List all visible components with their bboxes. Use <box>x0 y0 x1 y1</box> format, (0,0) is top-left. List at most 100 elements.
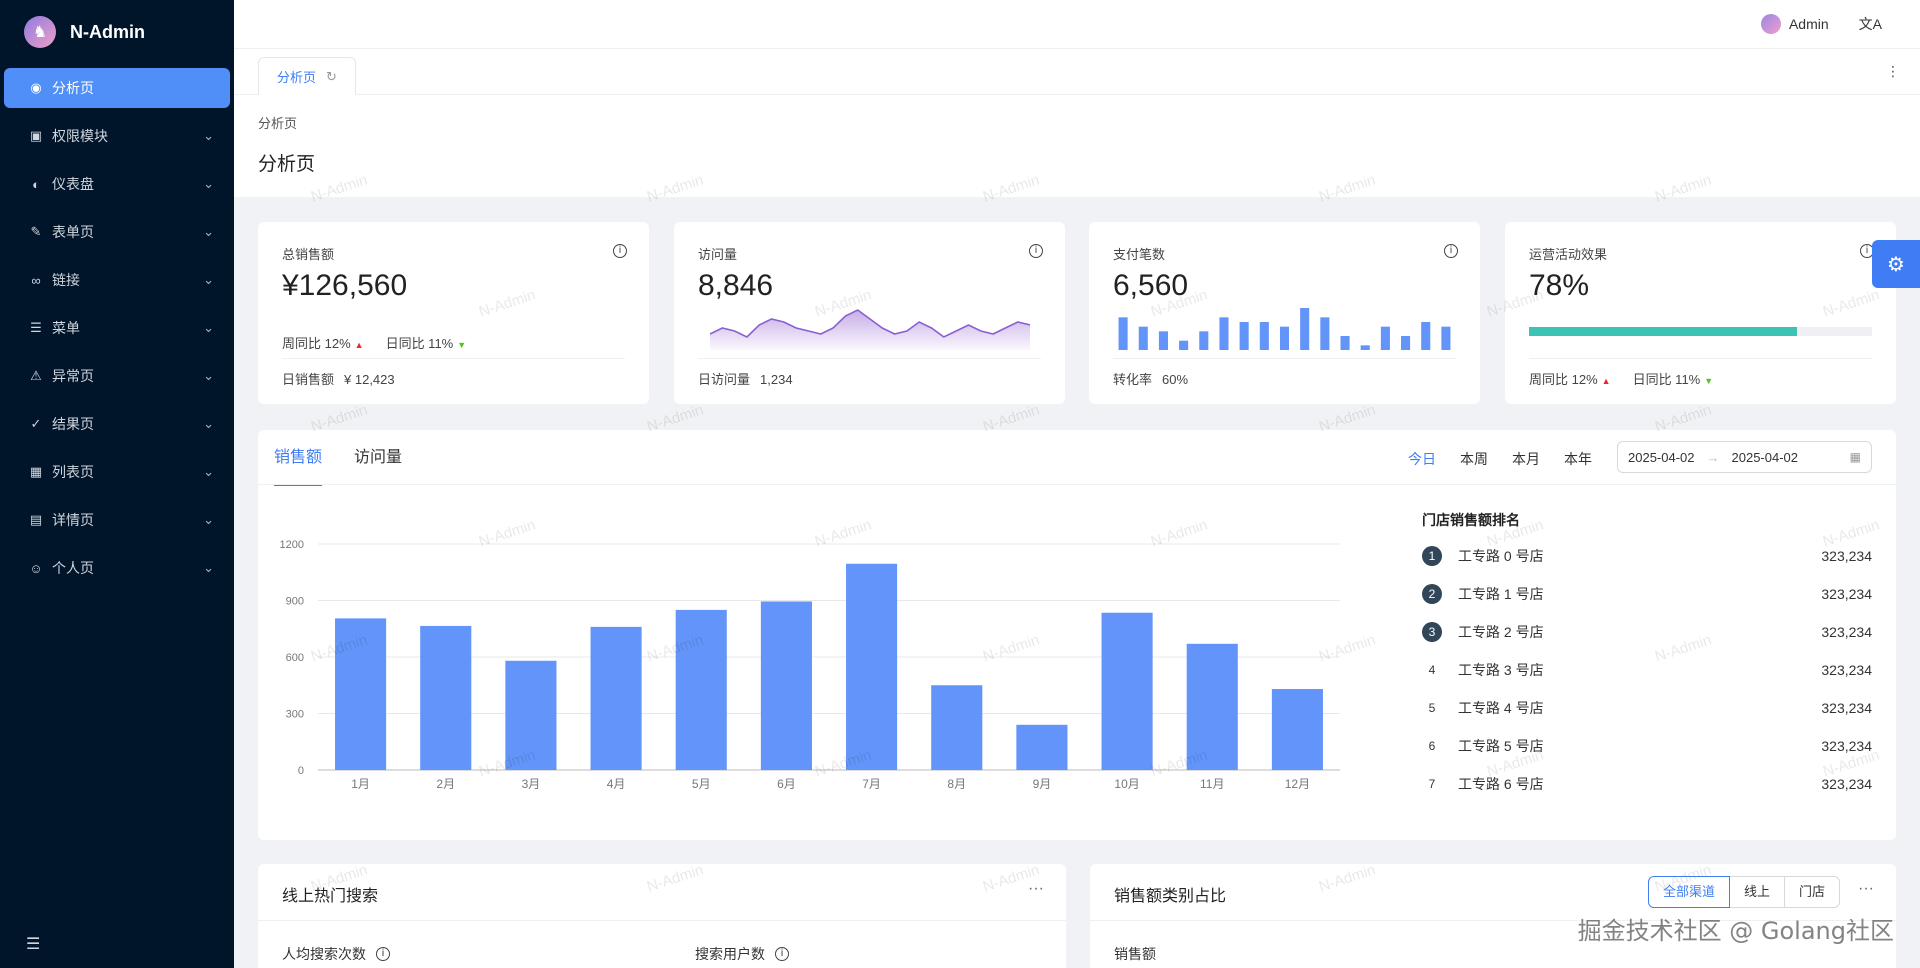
chevron-down-icon: ⌄ <box>203 560 214 575</box>
tab-label: 分析页 <box>277 70 317 85</box>
language-icon[interactable]: 文A <box>1858 16 1882 32</box>
week-trend: 周同比 12% ▲ <box>1529 372 1611 387</box>
rank-number: 1 <box>1422 546 1442 566</box>
sidebar-item-label: 表单页 <box>52 224 94 240</box>
sidebar-item-1[interactable]: ▣ 权限模块 ⌄ <box>0 112 234 160</box>
ranking-row: 2 工专路 1 号店 323,234 <box>1422 575 1872 613</box>
user-icon: ☺ <box>29 560 43 576</box>
y-tick-label: 900 <box>286 596 304 608</box>
mini-bar <box>1239 322 1249 350</box>
sidebar-item-10[interactable]: ☺ 个人页 ⌄ <box>0 544 234 592</box>
divider <box>1090 920 1896 921</box>
mini-bar <box>1340 336 1350 350</box>
range-week[interactable]: 本周 <box>1460 451 1488 467</box>
caret-up-icon: ▲ <box>1601 376 1611 386</box>
sidebar-item-5[interactable]: ☰ 菜单 ⌄ <box>0 304 234 352</box>
breadcrumb[interactable]: 分析页 <box>258 116 298 131</box>
table-icon: ▦ <box>29 464 43 479</box>
bar <box>505 660 557 770</box>
chevron-down-icon: ⌄ <box>203 272 214 287</box>
sidebar-item-6[interactable]: ⚠ 异常页 ⌄ <box>0 352 234 400</box>
user-menu[interactable]: Admin <box>1760 14 1829 34</box>
stat-title: 运营活动效果 <box>1529 247 1608 262</box>
x-tick-label: 8月 <box>947 777 966 791</box>
sidebar-item-label: 列表页 <box>52 464 94 480</box>
bar <box>1186 643 1238 770</box>
mini-bar <box>1380 326 1390 350</box>
sidebar-item-label: 异常页 <box>52 368 94 384</box>
page-header: 分析页 分析页 <box>234 95 1920 197</box>
tab-sales[interactable]: 销售额 <box>274 430 323 486</box>
mini-bar <box>1441 326 1451 350</box>
tab-visits[interactable]: 访问量 <box>354 449 403 466</box>
visits-area-chart <box>710 309 1030 350</box>
area-fill <box>710 310 1030 350</box>
permission-icon: ▣ <box>29 128 43 143</box>
stat-title: 访问量 <box>698 247 738 262</box>
payments-mini-bar-chart <box>1118 308 1451 350</box>
mini-bar <box>1219 317 1229 350</box>
bar <box>846 563 898 770</box>
ranking-list: 1 工专路 0 号店 323,234 2 工专路 1 号店 323,234 3 工专路 2 号… <box>1422 537 1872 803</box>
store-value: 323,234 <box>1821 738 1872 754</box>
caret-up-icon: ▲ <box>354 340 364 350</box>
stat-value: ¥126,560 <box>282 269 408 302</box>
sidebar-item-2[interactable]: ◐ 仪表盘 ⌄ <box>0 160 234 208</box>
stat-card-payments: 支付笔数 i 6,560 转化率 60% <box>1089 222 1480 404</box>
settings-icon[interactable]: ⚙ <box>1872 240 1920 288</box>
sidebar-item-9[interactable]: ▤ 详情页 ⌄ <box>0 496 234 544</box>
more-icon[interactable]: ··· <box>1028 880 1044 897</box>
date-range-picker[interactable]: 2025-04-02 → 2025-04-02 ▦ <box>1617 441 1872 473</box>
stat-value: 6,560 <box>1113 269 1189 302</box>
bar <box>590 626 642 770</box>
sidebar-item-0[interactable]: ◉ 分析页 <box>4 68 230 108</box>
date-start[interactable]: 2025-04-02 <box>1628 449 1695 465</box>
x-tick-label: 7月 <box>862 777 881 791</box>
divider <box>258 484 1896 485</box>
logo[interactable]: ♞ N-Admin <box>0 0 234 64</box>
sales-bar-chart: 0 300 600 900 1200 1月 2月 3月 4月 5月 6月 7月 8月 9月 10月 11月 12… <box>280 539 1340 791</box>
channel-segmented: 全部渠道 线上 门店 <box>1647 876 1840 908</box>
tab-analysis[interactable]: 分析页 ↻ <box>258 57 356 95</box>
user-name: Admin <box>1788 16 1829 32</box>
chevron-down-icon: ⌄ <box>203 368 214 383</box>
card-title: 销售额类别占比 <box>1114 888 1227 905</box>
week-trend: 周同比 12% ▲ <box>282 336 364 351</box>
rank-number: 2 <box>1422 584 1442 604</box>
sidebar-item-7[interactable]: ✓ 结果页 ⌄ <box>0 400 234 448</box>
more-vertical-icon[interactable]: ⋮ <box>1886 63 1900 79</box>
bar <box>760 601 812 770</box>
footer-label: 转化率 <box>1113 372 1153 387</box>
range-today[interactable]: 今日 <box>1408 451 1436 467</box>
ranking-row: 3 工专路 2 号店 323,234 <box>1422 613 1872 651</box>
sidebar-item-4[interactable]: ∞ 链接 ⌄ <box>0 256 234 304</box>
store-name: 工专路 4 号店 <box>1458 700 1544 716</box>
collapse-menu-icon[interactable]: ☰ <box>26 936 41 953</box>
segment-online[interactable]: 线上 <box>1728 876 1785 908</box>
sidebar-item-3[interactable]: ✎ 表单页 ⌄ <box>0 208 234 256</box>
x-tick-label: 9月 <box>1033 777 1052 791</box>
tab-bar: 分析页 ↻ ⋮ <box>234 49 1920 95</box>
bar <box>1016 724 1068 770</box>
info-icon[interactable]: i <box>613 244 627 258</box>
y-tick-label: 300 <box>286 709 304 721</box>
range-year[interactable]: 本年 <box>1564 451 1592 467</box>
segment-store[interactable]: 门店 <box>1783 876 1840 908</box>
refresh-icon[interactable]: ↻ <box>326 68 337 84</box>
info-icon[interactable]: i <box>376 947 390 961</box>
chevron-down-icon: ⌄ <box>203 224 214 239</box>
segment-all[interactable]: 全部渠道 <box>1647 876 1730 908</box>
info-icon[interactable]: i <box>775 947 789 961</box>
chevron-down-icon: ⌄ <box>203 176 214 191</box>
progress-bar <box>1529 327 1872 336</box>
gauge-icon: ◐ <box>32 176 40 192</box>
info-icon[interactable]: i <box>1444 244 1458 258</box>
arrow-right-icon: → <box>1706 449 1720 465</box>
more-icon[interactable]: ··· <box>1858 880 1874 897</box>
range-month[interactable]: 本月 <box>1512 451 1540 467</box>
x-tick-label: 5月 <box>692 777 711 791</box>
date-end[interactable]: 2025-04-02 <box>1731 449 1799 465</box>
sidebar-item-8[interactable]: ▦ 列表页 ⌄ <box>0 448 234 496</box>
info-icon[interactable]: i <box>1029 244 1043 258</box>
ranking-title: 门店销售额排名 <box>1422 512 1520 528</box>
